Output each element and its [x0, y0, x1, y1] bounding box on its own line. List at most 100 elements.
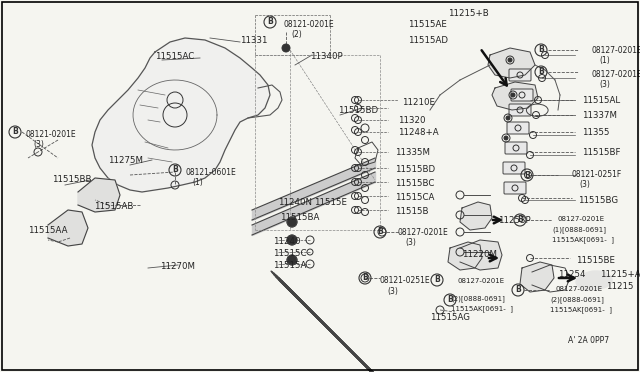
Polygon shape: [48, 210, 88, 246]
Text: 11515AA: 11515AA: [28, 226, 67, 235]
Text: B: B: [538, 45, 544, 55]
Text: 11515AG: 11515AG: [430, 313, 470, 322]
Text: 11515AD: 11515AD: [408, 36, 448, 45]
Text: 11515AK[0691-  ]: 11515AK[0691- ]: [451, 305, 513, 312]
Text: 08127-0201E: 08127-0201E: [592, 70, 640, 79]
Text: 11220M: 11220M: [462, 250, 497, 259]
Text: 11248+A: 11248+A: [398, 128, 438, 137]
Circle shape: [506, 116, 510, 120]
Text: 08121-0251E: 08121-0251E: [380, 276, 431, 285]
FancyBboxPatch shape: [509, 104, 531, 116]
Text: 11515E: 11515E: [314, 198, 347, 207]
Text: 11515AC: 11515AC: [155, 52, 195, 61]
FancyBboxPatch shape: [504, 182, 526, 194]
Text: 11515A: 11515A: [273, 261, 307, 270]
Text: 11270M: 11270M: [160, 262, 195, 271]
Text: 11515BG: 11515BG: [578, 196, 618, 205]
Ellipse shape: [580, 271, 612, 289]
Text: 11515BA: 11515BA: [280, 213, 319, 222]
Text: (1): (1): [599, 56, 610, 65]
FancyBboxPatch shape: [503, 162, 525, 174]
Text: 08127-0201E: 08127-0201E: [458, 278, 505, 284]
Text: B: B: [377, 228, 383, 237]
Text: 11515AK[0691-  ]: 11515AK[0691- ]: [552, 236, 614, 243]
Text: 11515B: 11515B: [395, 207, 429, 216]
Text: B: B: [362, 273, 368, 282]
Text: 11515AB: 11515AB: [94, 202, 133, 211]
Text: 11254: 11254: [558, 270, 586, 279]
Ellipse shape: [576, 274, 604, 290]
Text: 11240: 11240: [273, 237, 301, 246]
Text: (2)[0888-0691]: (2)[0888-0691]: [451, 295, 505, 302]
Text: 11515C: 11515C: [273, 249, 307, 258]
Text: 08127-0201E: 08127-0201E: [558, 216, 605, 222]
Text: (3): (3): [33, 140, 44, 149]
Polygon shape: [492, 82, 538, 110]
Text: B: B: [517, 215, 523, 224]
Text: 11275M: 11275M: [108, 156, 143, 165]
Text: (3): (3): [405, 238, 416, 247]
Text: A' 2A 0PP7: A' 2A 0PP7: [568, 336, 609, 345]
Text: (1)[0888-0691]: (1)[0888-0691]: [552, 226, 606, 233]
Text: B: B: [172, 166, 178, 174]
Polygon shape: [78, 178, 120, 212]
Text: 11337M: 11337M: [582, 111, 617, 120]
FancyBboxPatch shape: [505, 142, 527, 154]
Text: 11515AL: 11515AL: [582, 96, 620, 105]
Text: 11253P: 11253P: [498, 216, 531, 225]
Text: 08127-0201E: 08127-0201E: [398, 228, 449, 237]
Text: (2): (2): [291, 30, 301, 39]
Text: B: B: [434, 276, 440, 285]
Text: 11515AK[0691-  ]: 11515AK[0691- ]: [550, 306, 612, 313]
Text: 11515BE: 11515BE: [576, 256, 615, 265]
Polygon shape: [520, 262, 554, 292]
Text: 08121-0201E: 08121-0201E: [26, 130, 77, 139]
Text: (3): (3): [599, 80, 610, 89]
Circle shape: [282, 44, 290, 52]
Circle shape: [508, 58, 512, 62]
Circle shape: [504, 136, 508, 140]
Text: 08127-0201E: 08127-0201E: [592, 46, 640, 55]
Text: 11515BC: 11515BC: [395, 179, 435, 188]
FancyBboxPatch shape: [511, 89, 533, 101]
Text: 08121-0251F: 08121-0251F: [572, 170, 622, 179]
Polygon shape: [460, 202, 492, 230]
FancyBboxPatch shape: [509, 69, 531, 81]
Text: 11515BD: 11515BD: [338, 106, 378, 115]
Text: 11215+A: 11215+A: [600, 270, 640, 279]
Text: B: B: [447, 295, 453, 305]
Text: 08127-0201E: 08127-0201E: [555, 286, 602, 292]
Text: 11355: 11355: [582, 128, 609, 137]
Text: 11320: 11320: [398, 116, 426, 125]
Text: 11335M: 11335M: [395, 148, 430, 157]
Polygon shape: [448, 242, 482, 270]
Text: (1): (1): [192, 178, 203, 187]
Text: B: B: [12, 128, 18, 137]
Text: 11515BB: 11515BB: [52, 175, 92, 184]
Circle shape: [287, 235, 297, 245]
Circle shape: [287, 217, 297, 227]
Text: 11515CA: 11515CA: [395, 193, 435, 202]
Circle shape: [511, 93, 515, 97]
Polygon shape: [92, 38, 270, 192]
Polygon shape: [488, 48, 535, 78]
Text: 11240N: 11240N: [278, 198, 312, 207]
Text: (3): (3): [579, 180, 590, 189]
Text: 11515AE: 11515AE: [408, 20, 447, 29]
Polygon shape: [460, 240, 502, 270]
Text: 11331: 11331: [240, 36, 268, 45]
Text: 11215+B: 11215+B: [448, 9, 489, 18]
Text: 11215: 11215: [606, 282, 634, 291]
FancyBboxPatch shape: [507, 122, 529, 134]
Text: 11210E: 11210E: [402, 98, 435, 107]
Text: 11515BF: 11515BF: [582, 148, 621, 157]
Text: (3): (3): [387, 287, 398, 296]
Text: B: B: [538, 67, 544, 77]
Text: (2)[0888-0691]: (2)[0888-0691]: [550, 296, 604, 303]
Text: 11515BD: 11515BD: [395, 165, 435, 174]
Text: B: B: [267, 17, 273, 26]
Text: 08121-0601E: 08121-0601E: [185, 168, 236, 177]
Text: B: B: [524, 170, 530, 180]
Text: 08121-0201E: 08121-0201E: [284, 20, 335, 29]
Text: 11340P: 11340P: [310, 52, 342, 61]
